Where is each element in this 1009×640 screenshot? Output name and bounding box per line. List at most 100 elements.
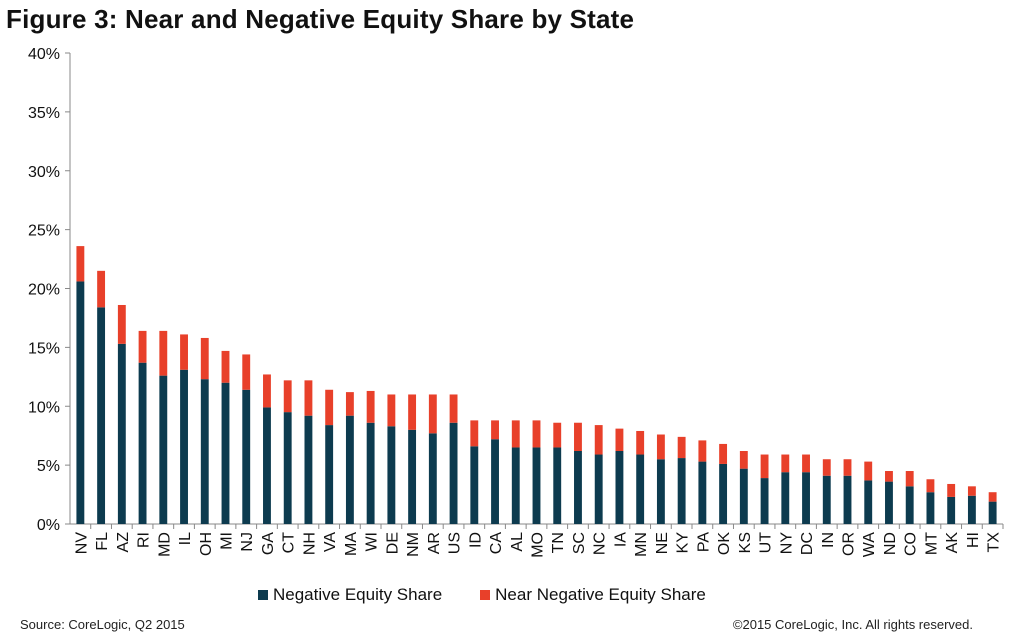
- bar-negative-az: [117, 343, 126, 524]
- bar-negative-us: [449, 422, 458, 524]
- x-tick-label-ct: CT: [281, 532, 298, 554]
- bar-negative-tn: [553, 447, 562, 524]
- y-tick-label: 15%: [28, 340, 60, 357]
- x-tick-label-ks: KS: [737, 532, 754, 553]
- y-tick-label: 30%: [28, 164, 60, 181]
- bar-negative-ar: [428, 433, 437, 524]
- x-tick-label-nj: NJ: [239, 532, 256, 552]
- bar-near-negative-oh: [200, 337, 209, 380]
- chart-title: Figure 3: Near and Negative Equity Share…: [6, 4, 635, 34]
- x-tick-label-ak: AK: [944, 532, 961, 554]
- x-tick-label-mt: MT: [923, 532, 940, 555]
- bar-near-negative-il: [180, 334, 188, 370]
- bar-negative-in: [822, 475, 831, 524]
- bar-negative-mn: [636, 454, 645, 524]
- x-tick-label-co: CO: [903, 532, 920, 556]
- x-tick-label-nv: NV: [73, 532, 90, 555]
- x-tick-label-ny: NY: [778, 532, 795, 555]
- x-tick-label-in: IN: [820, 532, 837, 548]
- bar-near-negative-dc: [802, 454, 810, 473]
- bar-negative-pa: [698, 461, 707, 524]
- legend-item-near-negative: Near Negative Equity Share: [480, 585, 706, 605]
- bar-negative-ok: [719, 463, 728, 524]
- bar-negative-ne: [656, 459, 665, 524]
- bar-near-negative-or: [843, 459, 852, 476]
- x-tick-label-dc: DC: [799, 532, 816, 555]
- y-tick-label: 20%: [28, 282, 60, 299]
- y-tick-label: 25%: [28, 223, 60, 240]
- bar-negative-il: [180, 369, 188, 524]
- x-tick-label-ky: KY: [675, 532, 692, 554]
- bar-near-negative-ky: [677, 436, 686, 459]
- bar-near-negative-ne: [656, 434, 665, 460]
- x-tick-label-ga: GA: [260, 532, 277, 555]
- bar-negative-al: [511, 447, 520, 524]
- bar-near-negative-nj: [242, 354, 251, 390]
- bar-near-negative-mi: [221, 350, 230, 383]
- x-tick-label-nh: NH: [301, 532, 318, 555]
- bar-negative-mt: [926, 492, 935, 524]
- bar-near-negative-al: [511, 420, 520, 448]
- bar-near-negative-id: [470, 420, 479, 447]
- bar-negative-nj: [242, 389, 251, 524]
- bar-negative-nh: [304, 415, 313, 524]
- x-tick-label-mn: MN: [633, 532, 650, 557]
- bar-near-negative-us: [449, 394, 458, 423]
- x-tick-label-ok: OK: [716, 532, 733, 555]
- x-tick-label-ia: IA: [612, 532, 629, 547]
- x-tick-label-or: OR: [841, 532, 858, 556]
- bar-near-negative-nv: [76, 246, 85, 282]
- bar-negative-id: [470, 446, 479, 524]
- legend-swatch-near-negative: [480, 590, 491, 600]
- bar-near-negative-ut: [760, 454, 769, 479]
- bar-near-negative-pa: [698, 440, 707, 462]
- bar-near-negative-tx: [988, 492, 997, 502]
- x-tick-label-va: VA: [322, 532, 339, 552]
- bar-negative-oh: [200, 379, 209, 524]
- x-tick-label-ar: AR: [426, 532, 443, 554]
- bar-near-negative-ia: [615, 428, 624, 451]
- bar-near-negative-az: [117, 304, 126, 344]
- y-tick-label: 35%: [28, 105, 60, 122]
- bar-near-negative-ct: [283, 380, 292, 413]
- bar-negative-ak: [947, 496, 956, 524]
- bar-near-negative-ar: [428, 394, 437, 434]
- bar-negative-wa: [864, 480, 873, 524]
- bar-negative-nv: [76, 281, 85, 524]
- bar-negative-va: [325, 425, 334, 524]
- x-tick-label-nc: NC: [592, 532, 609, 555]
- bar-near-negative-md: [159, 330, 168, 376]
- bar-near-negative-hi: [967, 486, 976, 496]
- bar-near-negative-ny: [781, 454, 790, 473]
- bar-near-negative-sc: [574, 422, 582, 451]
- legend-item-negative: Negative Equity Share: [258, 585, 442, 605]
- x-tick-label-ca: CA: [488, 532, 505, 555]
- x-tick-label-tx: TX: [986, 532, 1003, 553]
- x-tick-label-mo: MO: [530, 532, 547, 558]
- bar-negative-de: [387, 426, 396, 524]
- x-tick-label-nm: NM: [405, 532, 422, 557]
- y-tick-label: 40%: [28, 46, 60, 63]
- x-tick-label-wi: WI: [364, 532, 381, 552]
- bar-negative-co: [905, 486, 914, 524]
- x-tick-label-al: AL: [509, 532, 526, 552]
- x-tick-label-tn: TN: [550, 532, 567, 553]
- bar-negative-ny: [781, 472, 790, 524]
- bar-near-negative-ca: [491, 420, 499, 440]
- x-tick-label-ri: RI: [136, 532, 153, 548]
- legend-swatch-negative: [258, 590, 268, 600]
- x-tick-label-hi: HI: [965, 532, 982, 548]
- bar-near-negative-ok: [719, 443, 728, 464]
- bar-negative-ma: [345, 415, 354, 524]
- x-tick-label-nd: ND: [882, 532, 899, 555]
- y-tick-label: 0%: [37, 517, 60, 534]
- bar-negative-tx: [988, 501, 997, 524]
- bar-negative-ks: [739, 468, 748, 524]
- bar-negative-mo: [532, 447, 541, 524]
- bar-negative-ca: [491, 439, 499, 524]
- bar-near-negative-mo: [532, 420, 541, 448]
- bar-near-negative-nd: [885, 471, 893, 482]
- x-tick-label-mi: MI: [219, 532, 236, 550]
- bar-negative-dc: [802, 472, 810, 524]
- bar-near-negative-nh: [304, 380, 313, 416]
